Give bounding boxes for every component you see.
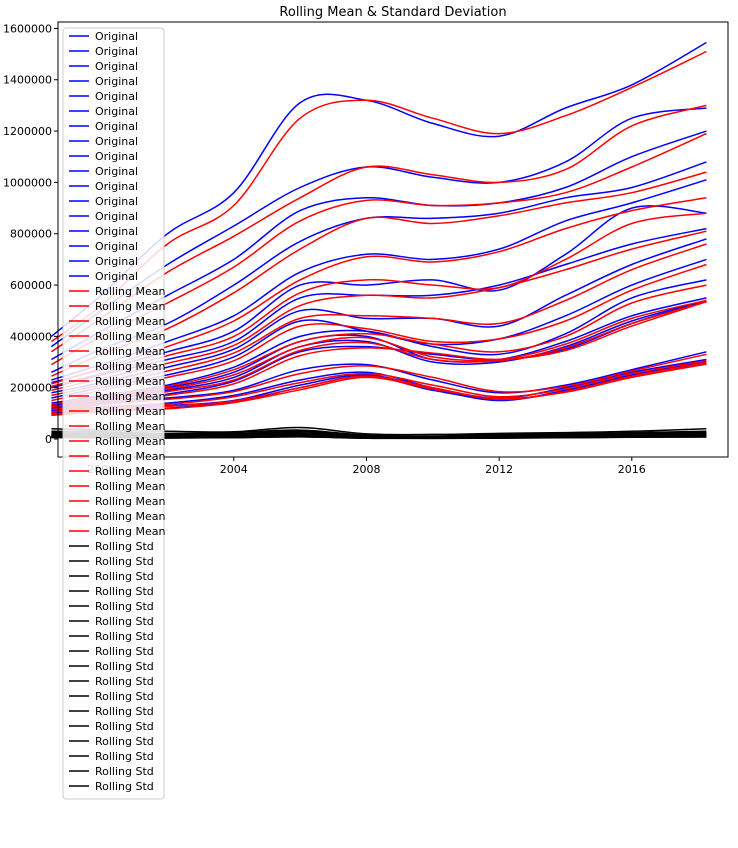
legend-entry-label: Rolling Mean — [95, 330, 165, 343]
legend-entry-label: Original — [95, 225, 138, 238]
legend-entry-label: Rolling Std — [95, 570, 154, 583]
y-tick-label: 1600000 — [3, 22, 52, 35]
legend-entry-label: Rolling Std — [95, 735, 154, 748]
legend-entry-label: Rolling Std — [95, 720, 154, 733]
legend-entry-label: Original — [95, 270, 138, 283]
y-tick-label: 600000 — [10, 279, 52, 292]
legend-entry-label: Rolling Std — [95, 555, 154, 568]
x-tick-label: 2016 — [618, 463, 646, 476]
legend-entry-label: Rolling Std — [95, 645, 154, 658]
legend-entry-label: Rolling Std — [95, 600, 154, 613]
legend-entry-label: Rolling Mean — [95, 480, 165, 493]
x-tick-label: 2012 — [485, 463, 513, 476]
legend-entry-label: Original — [95, 105, 138, 118]
legend-entry-label: Original — [95, 180, 138, 193]
legend-entry-label: Original — [95, 165, 138, 178]
legend-entry-label: Rolling Std — [95, 780, 154, 793]
x-axis: 20002004200820122016 — [87, 457, 646, 476]
legend-entry-label: Original — [95, 195, 138, 208]
legend-entry-label: Original — [95, 45, 138, 58]
x-tick-label: 2004 — [220, 463, 248, 476]
legend-entry-label: Rolling Mean — [95, 465, 165, 478]
legend-entry-label: Rolling Std — [95, 615, 154, 628]
legend-entry-label: Rolling Mean — [95, 375, 165, 388]
legend-entry-label: Original — [95, 255, 138, 268]
chart-title: Rolling Mean & Standard Deviation — [279, 5, 506, 20]
legend-entry-label: Rolling Mean — [95, 285, 165, 298]
legend-entry-label: Rolling Mean — [95, 510, 165, 523]
y-tick-label: 1400000 — [3, 74, 52, 87]
y-tick-label: 200000 — [10, 382, 52, 395]
legend-entry-label: Rolling Mean — [95, 450, 165, 463]
legend-entry-label: Rolling Std — [95, 690, 154, 703]
x-tick-label: 2008 — [352, 463, 380, 476]
legend-entry-label: Rolling Mean — [95, 300, 165, 313]
legend-entry-label: Original — [95, 240, 138, 253]
legend-entry-label: Rolling Mean — [95, 495, 165, 508]
legend-entry-label: Rolling Std — [95, 540, 154, 553]
legend: Original Original Original Original Original… — [62, 27, 165, 800]
legend-entry-label: Original — [95, 150, 138, 163]
legend-entry-label: Original — [95, 90, 138, 103]
legend-entry-label: Rolling Std — [95, 585, 154, 598]
y-tick-label: 0 — [45, 433, 52, 446]
y-tick-label: 1000000 — [3, 176, 52, 189]
y-tick-label: 400000 — [10, 330, 52, 343]
legend-entry-label: Original — [95, 120, 138, 133]
legend-entry-label: Rolling Mean — [95, 405, 165, 418]
legend-entry-label: Rolling Mean — [95, 435, 165, 448]
legend-entry-label: Rolling Mean — [95, 360, 165, 373]
legend-entry-label: Original — [95, 75, 138, 88]
legend-entry-label: Rolling Std — [95, 630, 154, 643]
legend-entry-label: Original — [95, 135, 138, 148]
legend-entry-label: Rolling Mean — [95, 345, 165, 358]
legend-entry-label: Rolling Mean — [95, 315, 165, 328]
legend-entry-label: Rolling Std — [95, 660, 154, 673]
legend-entry-label: Rolling Mean — [95, 525, 165, 538]
plot-area-frame — [57, 21, 729, 458]
y-axis: 0 200000 400000 600000 800000 1000000 1200000 1… — [3, 22, 58, 446]
legend-entry-label: Original — [95, 60, 138, 73]
legend-entry-label: Original — [95, 210, 138, 223]
legend-entry-label: Rolling Std — [95, 705, 154, 718]
legend-entry-label: Rolling Std — [95, 675, 154, 688]
legend-entry-label: Rolling Mean — [95, 390, 165, 403]
y-tick-label: 800000 — [10, 228, 52, 241]
legend-entry-label: Rolling Std — [95, 765, 154, 778]
legend-entry-label: Original — [95, 30, 138, 43]
legend-entry-label: Rolling Std — [95, 750, 154, 763]
legend-entry-label: Rolling Mean — [95, 420, 165, 433]
y-tick-label: 1200000 — [3, 125, 52, 138]
